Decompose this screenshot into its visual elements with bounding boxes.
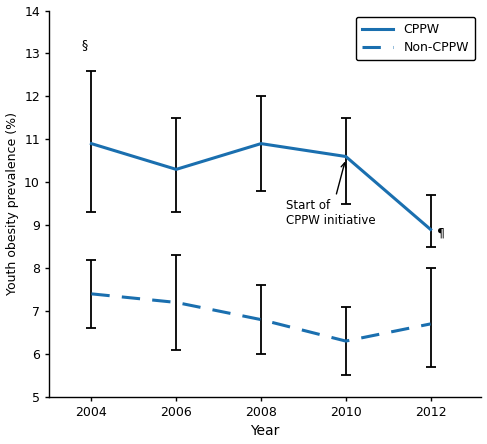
Y-axis label: Youth obesity prevalence (%): Youth obesity prevalence (%) <box>5 112 19 295</box>
Legend: CPPW, Non-CPPW: CPPW, Non-CPPW <box>356 17 475 60</box>
Text: ¶: ¶ <box>437 226 445 239</box>
Text: §: § <box>82 38 88 52</box>
Text: Start of
CPPW initiative: Start of CPPW initiative <box>286 163 376 227</box>
X-axis label: Year: Year <box>250 424 280 438</box>
